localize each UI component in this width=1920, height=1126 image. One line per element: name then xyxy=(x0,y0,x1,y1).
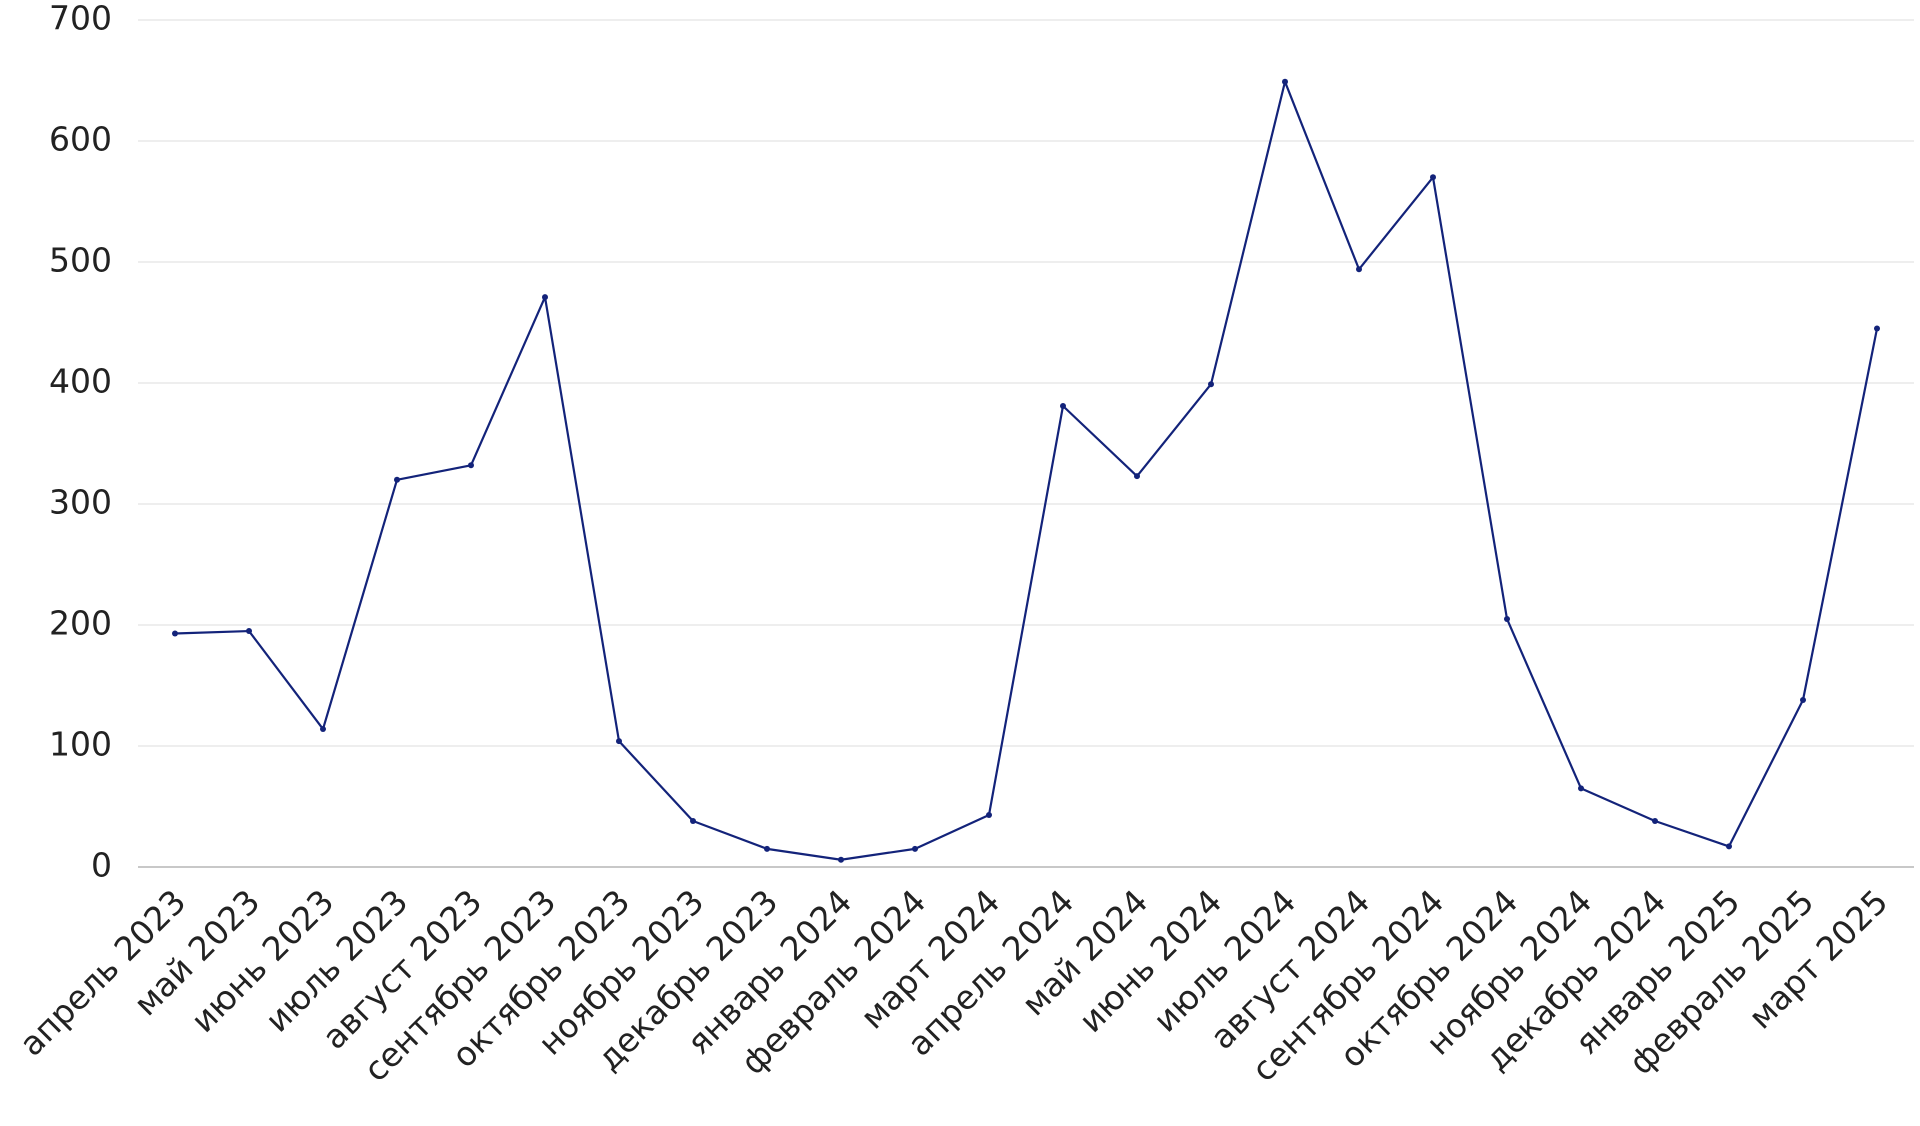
point xyxy=(1800,697,1806,704)
point xyxy=(1282,78,1288,85)
point xyxy=(172,630,178,637)
line xyxy=(174,80,1879,861)
point xyxy=(1060,402,1066,409)
point xyxy=(394,476,400,483)
y-tick-label: 0 xyxy=(91,846,112,885)
point xyxy=(320,726,326,733)
point xyxy=(1578,785,1584,792)
point xyxy=(468,462,474,469)
point xyxy=(1430,174,1436,181)
point xyxy=(1652,818,1658,825)
y-tick-label: 300 xyxy=(49,483,112,522)
point xyxy=(1356,266,1362,273)
point xyxy=(616,738,622,745)
point xyxy=(542,294,548,301)
point xyxy=(1134,473,1140,480)
point xyxy=(912,845,918,852)
point xyxy=(246,628,252,635)
point xyxy=(1504,615,1510,622)
point xyxy=(1208,381,1214,388)
y-tick-label: 600 xyxy=(49,120,112,159)
y-tick-label: 700 xyxy=(49,0,112,38)
point xyxy=(838,856,844,863)
y-tick-label: 200 xyxy=(49,604,112,643)
point xyxy=(986,811,992,818)
point xyxy=(1726,843,1732,850)
point xyxy=(764,845,770,852)
point xyxy=(1874,325,1880,332)
y-tick-label: 100 xyxy=(49,725,112,764)
y-tick-label: 500 xyxy=(49,241,112,280)
point xyxy=(690,818,696,825)
y-tick-label: 400 xyxy=(49,362,112,401)
